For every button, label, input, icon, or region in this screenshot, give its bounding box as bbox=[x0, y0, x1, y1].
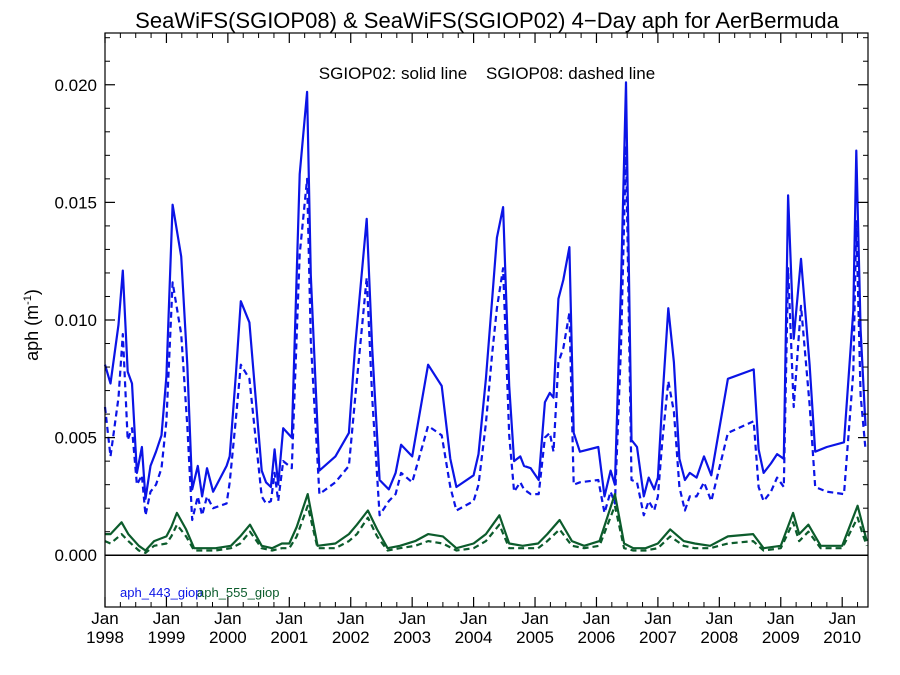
x-tick-year-label: 2004 bbox=[455, 628, 493, 647]
x-tick-year-label: 2010 bbox=[823, 628, 861, 647]
y-tick-label: 0.000 bbox=[54, 546, 97, 565]
x-tick-year-label: 2003 bbox=[393, 628, 431, 647]
x-tick-month-label: Jan bbox=[828, 609, 855, 628]
x-tick-month-label: Jan bbox=[214, 609, 241, 628]
x-tick-year-label: 2009 bbox=[762, 628, 800, 647]
x-tick-month-label: Jan bbox=[276, 609, 303, 628]
series-line-aph_555_giop-dashed bbox=[104, 504, 868, 555]
legend-entry-aph-443: aph_443_giop bbox=[120, 585, 202, 600]
chart-title: SeaWiFS(SGIOP08) & SeaWiFS(SGIOP02) 4−Da… bbox=[135, 8, 839, 33]
series-layer bbox=[103, 81, 868, 555]
series-line-aph_555_giop-solid bbox=[105, 493, 868, 552]
x-tick-month-label: Jan bbox=[337, 609, 364, 628]
y-tick-label: 0.005 bbox=[54, 429, 97, 448]
axes-layer: 0.0000.0050.0100.0150.020Jan1998Jan1999J… bbox=[54, 32, 869, 647]
x-tick-year-label: 2000 bbox=[209, 628, 247, 647]
series-line-aph_443_giop-dashed bbox=[103, 144, 867, 522]
x-tick-month-label: Jan bbox=[91, 609, 118, 628]
x-tick-month-label: Jan bbox=[644, 609, 671, 628]
y-axis-label-exponent: -1 bbox=[22, 295, 34, 305]
legend-entry-aph-555: aph_555_giop bbox=[197, 585, 279, 600]
x-tick-year-label: 2002 bbox=[332, 628, 370, 647]
x-tick-month-label: Jan bbox=[767, 609, 794, 628]
plot-frame bbox=[104, 32, 869, 608]
x-tick-year-label: 2001 bbox=[270, 628, 308, 647]
x-tick-year-label: 2006 bbox=[578, 628, 616, 647]
y-axis-label-text: aph (m bbox=[22, 305, 42, 361]
x-tick-year-label: 2005 bbox=[516, 628, 554, 647]
x-tick-month-label: Jan bbox=[153, 609, 180, 628]
x-tick-month-label: Jan bbox=[460, 609, 487, 628]
x-tick-year-label: 1999 bbox=[148, 628, 186, 647]
x-tick-year-label: 2008 bbox=[700, 628, 738, 647]
y-tick-label: 0.020 bbox=[54, 76, 97, 95]
y-axis-label-close: ) bbox=[22, 289, 42, 295]
y-tick-label: 0.015 bbox=[54, 193, 97, 212]
series-line-aph_443_giop-solid bbox=[103, 81, 867, 500]
y-axis-label: aph (m-1) bbox=[22, 289, 42, 361]
x-tick-month-label: Jan bbox=[521, 609, 548, 628]
line-style-annotation: SGIOP02: solid line SGIOP08: dashed line bbox=[319, 64, 655, 83]
x-tick-month-label: Jan bbox=[706, 609, 733, 628]
x-tick-year-label: 2007 bbox=[639, 628, 677, 647]
y-tick-label: 0.010 bbox=[54, 311, 97, 330]
x-tick-month-label: Jan bbox=[583, 609, 610, 628]
x-tick-month-label: Jan bbox=[398, 609, 425, 628]
x-tick-year-label: 1998 bbox=[86, 628, 124, 647]
